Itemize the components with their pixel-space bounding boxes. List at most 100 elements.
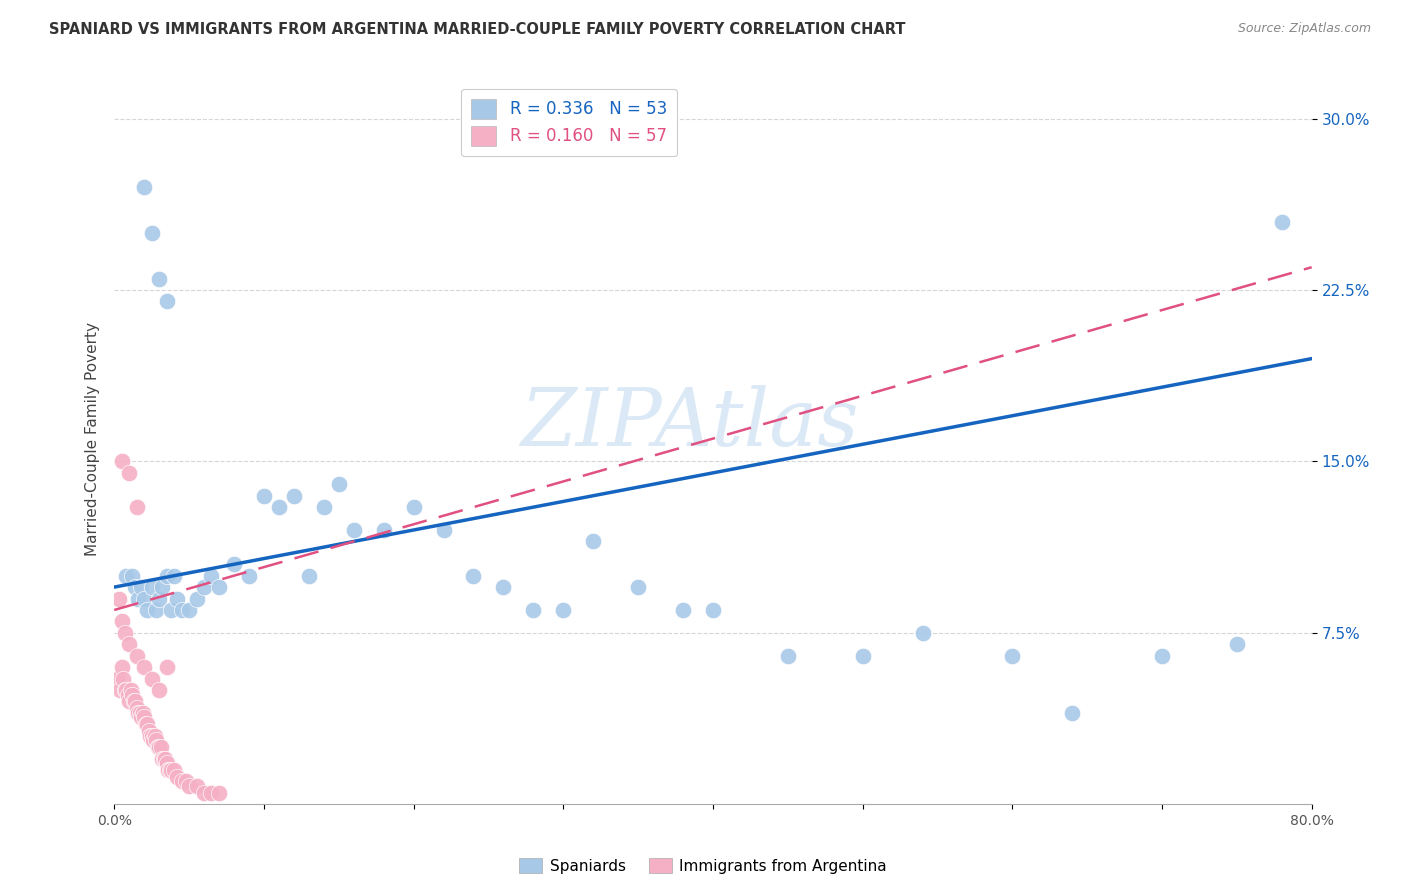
Point xyxy=(136,717,159,731)
Point xyxy=(432,523,454,537)
Point xyxy=(105,672,128,686)
Point xyxy=(134,660,156,674)
Point xyxy=(125,701,148,715)
Point xyxy=(163,763,186,777)
Point xyxy=(155,756,177,770)
Point xyxy=(208,786,231,800)
Point xyxy=(127,706,149,720)
Point xyxy=(193,580,215,594)
Point xyxy=(186,591,208,606)
Point xyxy=(492,580,515,594)
Point xyxy=(112,672,135,686)
Point xyxy=(107,591,129,606)
Point xyxy=(1226,637,1249,651)
Point xyxy=(129,580,152,594)
Y-axis label: Married-Couple Family Poverty: Married-Couple Family Poverty xyxy=(86,322,100,556)
Point xyxy=(166,770,188,784)
Point xyxy=(177,779,200,793)
Point xyxy=(238,568,260,582)
Point xyxy=(343,523,366,537)
Point xyxy=(193,786,215,800)
Point xyxy=(108,682,131,697)
Point xyxy=(702,603,724,617)
Point xyxy=(148,682,170,697)
Point xyxy=(141,672,163,686)
Point xyxy=(155,294,177,309)
Point xyxy=(141,580,163,594)
Point xyxy=(177,603,200,617)
Point xyxy=(328,477,350,491)
Point xyxy=(672,603,695,617)
Point xyxy=(115,568,138,582)
Text: SPANIARD VS IMMIGRANTS FROM ARGENTINA MARRIED-COUPLE FAMILY POVERTY CORRELATION : SPANIARD VS IMMIGRANTS FROM ARGENTINA MA… xyxy=(49,22,905,37)
Point xyxy=(200,786,222,800)
Point xyxy=(120,682,142,697)
Point xyxy=(402,500,425,515)
Point xyxy=(283,489,305,503)
Point xyxy=(148,740,170,755)
Point xyxy=(160,763,183,777)
Point xyxy=(139,729,162,743)
Point xyxy=(159,763,181,777)
Point xyxy=(166,591,188,606)
Point xyxy=(155,568,177,582)
Point xyxy=(463,568,485,582)
Point xyxy=(111,454,134,468)
Point xyxy=(1271,214,1294,228)
Point xyxy=(145,603,167,617)
Point xyxy=(114,682,136,697)
Point xyxy=(208,580,231,594)
Point xyxy=(148,271,170,285)
Point xyxy=(114,625,136,640)
Point xyxy=(267,500,290,515)
Legend: R = 0.336   N = 53, R = 0.160   N = 57: R = 0.336 N = 53, R = 0.160 N = 57 xyxy=(461,88,678,156)
Point xyxy=(150,580,173,594)
Point xyxy=(125,648,148,663)
Point xyxy=(142,733,165,747)
Point xyxy=(121,568,143,582)
Point xyxy=(118,694,141,708)
Point xyxy=(118,637,141,651)
Point xyxy=(852,648,875,663)
Point xyxy=(153,751,176,765)
Point xyxy=(131,706,153,720)
Point xyxy=(138,724,160,739)
Point xyxy=(111,660,134,674)
Point xyxy=(582,534,605,549)
Point xyxy=(1150,648,1173,663)
Point xyxy=(146,740,169,755)
Point xyxy=(170,603,193,617)
Point xyxy=(157,763,180,777)
Point xyxy=(122,694,145,708)
Point xyxy=(129,710,152,724)
Point xyxy=(911,625,934,640)
Point xyxy=(148,591,170,606)
Point xyxy=(174,774,197,789)
Point xyxy=(170,774,193,789)
Point xyxy=(163,568,186,582)
Point xyxy=(553,603,575,617)
Point xyxy=(128,706,150,720)
Point xyxy=(134,591,156,606)
Point xyxy=(136,603,159,617)
Point xyxy=(124,694,146,708)
Point xyxy=(253,489,276,503)
Text: ZIPAtlas: ZIPAtlas xyxy=(520,385,858,463)
Point xyxy=(118,466,141,480)
Point xyxy=(134,710,156,724)
Point xyxy=(627,580,650,594)
Point xyxy=(135,717,157,731)
Point xyxy=(111,615,134,629)
Point xyxy=(141,729,163,743)
Point xyxy=(186,779,208,793)
Point xyxy=(222,558,245,572)
Point xyxy=(127,591,149,606)
Point xyxy=(298,568,321,582)
Point xyxy=(149,740,172,755)
Point xyxy=(124,580,146,594)
Point xyxy=(117,688,139,702)
Point xyxy=(1001,648,1024,663)
Point xyxy=(115,682,138,697)
Point xyxy=(150,751,173,765)
Point xyxy=(155,660,177,674)
